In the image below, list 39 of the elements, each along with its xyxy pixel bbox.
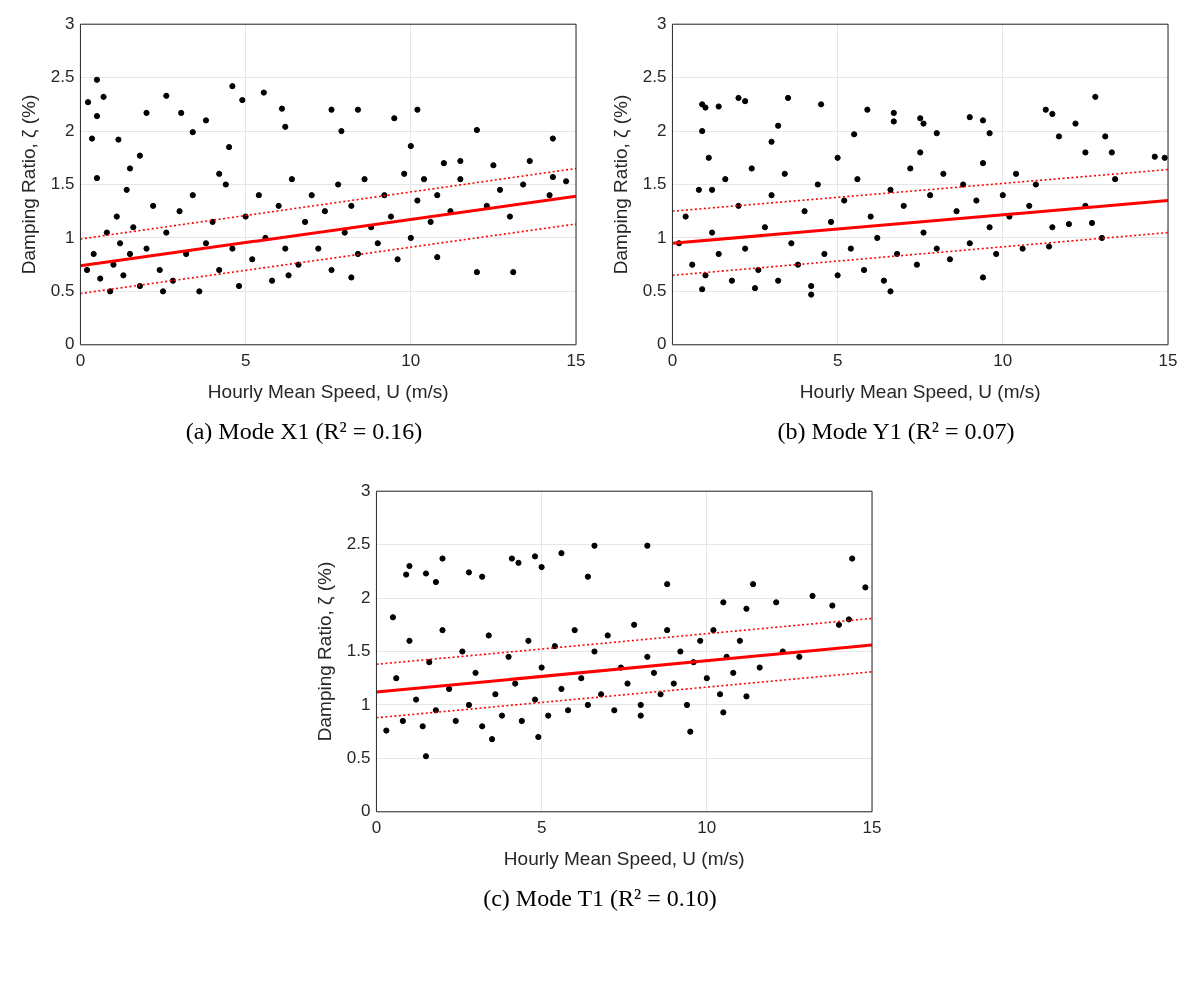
- y-axis-title: Damping Ratio, ζ (%): [313, 561, 335, 742]
- y-tick-label: 0: [656, 334, 667, 354]
- y-tick-label: 1: [64, 227, 75, 247]
- text: (c) Mode T1 (R² = 0.10): [483, 885, 717, 912]
- x-tick-label: 10: [697, 817, 717, 837]
- y-axis-title: Damping Ratio, ζ (%): [609, 94, 631, 275]
- y-tick-label: 2.5: [346, 534, 371, 554]
- y-tick-label: 1: [360, 694, 371, 714]
- y-tick-label: 0.5: [50, 281, 75, 301]
- y-tick-label: 0.5: [642, 281, 667, 301]
- y-tick-label: 2: [360, 587, 371, 607]
- y-axis-title: Damping Ratio, ζ (%): [17, 94, 39, 275]
- text: (b) Mode Y1 (R² = 0.07): [777, 418, 1015, 445]
- text: (a) Mode X1 (R² = 0.16): [185, 418, 423, 445]
- x-tick-label: 10: [993, 350, 1013, 370]
- x-tick-label: 5: [240, 350, 251, 370]
- y-tick-label: 0: [360, 801, 371, 821]
- x-axis-title: Hourly Mean Speed, U (m/s): [207, 380, 449, 402]
- y-tick-label: 2.5: [50, 67, 75, 87]
- x-tick-label: 10: [401, 350, 421, 370]
- y-tick-label: 1: [656, 227, 667, 247]
- y-tick-label: 0.5: [346, 748, 371, 768]
- y-tick-label: 0: [64, 334, 75, 354]
- y-tick-label: 2: [656, 120, 667, 140]
- x-axis-title: Hourly Mean Speed, U (m/s): [799, 380, 1041, 402]
- y-tick-label: 3: [656, 13, 667, 33]
- y-tick-label: 2: [64, 120, 75, 140]
- y-tick-label: 1.5: [50, 174, 75, 194]
- x-tick-label: 5: [536, 817, 547, 837]
- x-tick-label: 5: [832, 350, 843, 370]
- y-tick-label: 3: [360, 480, 371, 500]
- y-tick-label: 1.5: [346, 641, 371, 661]
- y-tick-label: 1.5: [642, 174, 667, 194]
- y-tick-label: 3: [64, 13, 75, 33]
- x-axis-title: Hourly Mean Speed, U (m/s): [503, 847, 745, 869]
- x-tick-label: 15: [1158, 350, 1178, 370]
- y-tick-label: 2.5: [642, 67, 667, 87]
- x-tick-label: 15: [566, 350, 586, 370]
- x-tick-label: 15: [862, 817, 882, 837]
